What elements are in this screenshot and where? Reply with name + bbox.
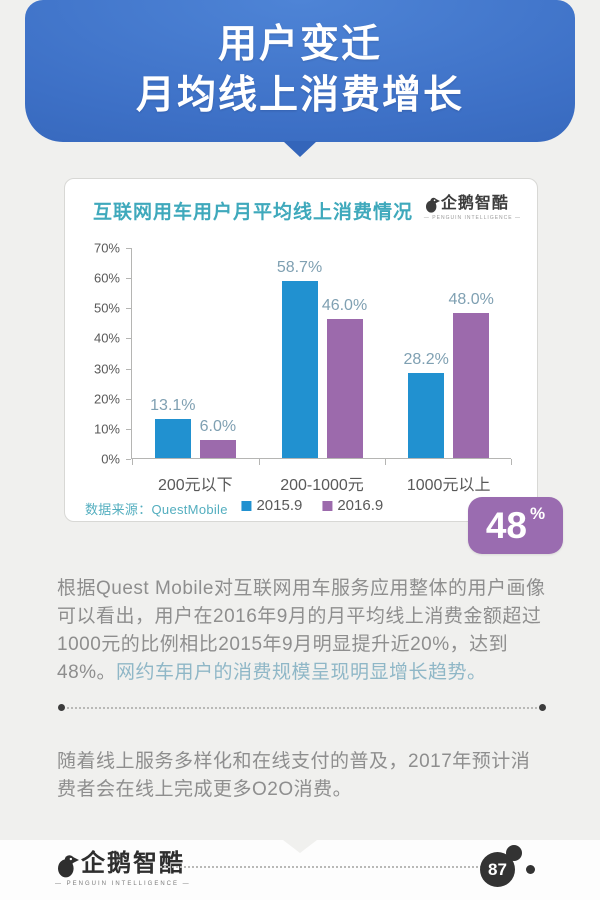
bar-value-label: 28.2% <box>403 351 449 368</box>
x-axis-category-label: 200-1000元 <box>280 477 364 494</box>
badge-unit: % <box>530 504 546 523</box>
bar-2016.9-200-1000元 <box>326 319 363 458</box>
footer-dotted-line <box>160 866 498 868</box>
y-axis-tick-mark <box>126 338 131 340</box>
bar-2016.9-1000元以上 <box>453 313 490 458</box>
x-axis-category-label: 200元以下 <box>157 477 233 494</box>
brand-name: 企鹅智酷 <box>440 195 509 212</box>
chart-title: 互联网用车用户月平均线上消费情况 <box>93 202 414 223</box>
bar-2015.9-200元以下 <box>154 418 191 458</box>
y-axis-tick-label: 0% <box>101 451 120 467</box>
legend-item-2016.9: 2016.9 <box>322 497 383 514</box>
y-axis-tick-mark <box>126 428 131 430</box>
badge-value: 48 <box>485 505 528 546</box>
footer-brand-subtitle: — PENGUIN INTELLIGENCE — <box>55 881 191 887</box>
y-axis-tick-mark <box>126 308 131 310</box>
page-badge-small-circle <box>506 845 522 861</box>
bar-value-label: 13.1% <box>150 396 196 414</box>
bar-value-label: 58.7% <box>276 259 323 277</box>
x-axis-category-label: 1000元以上 <box>406 477 491 494</box>
bar-2015.9-1000元以上 <box>408 373 445 458</box>
y-axis-tick-mark <box>126 459 131 460</box>
x-axis-tick-mark <box>132 459 133 465</box>
divider-dot-left <box>58 704 65 711</box>
page-title-line2: 月均线上消费增长 <box>135 74 464 117</box>
paragraph-analysis-highlight: 网约车用户的消费规模呈现明显增长趋势。 <box>116 662 487 683</box>
legend-label: 2016.9 <box>337 497 384 514</box>
page-badge-tiny-dot <box>526 865 535 874</box>
footer-brand-name: 企鹅智酷 <box>81 850 185 877</box>
x-axis-tick-mark <box>511 459 512 465</box>
header-pointer-triangle <box>283 141 317 157</box>
bar-value-label: 6.0% <box>199 417 237 435</box>
highlight-48-percent-badge: 48 % <box>468 497 563 554</box>
penguin-icon <box>424 197 440 213</box>
y-axis-tick-label: 30% <box>93 361 120 377</box>
legend-swatch <box>241 500 252 511</box>
paragraph-forecast: 随着线上服务多样化和在线支付的普及，2017年预计消费者会在线上完成更多O2O消… <box>57 751 531 800</box>
footer-brand-logo: 企鹅智酷 — PENGUIN INTELLIGENCE — <box>55 843 191 887</box>
y-axis-tick-mark <box>126 278 131 280</box>
y-axis-tick-label: 40% <box>93 330 120 346</box>
x-axis-tick-mark <box>385 459 387 465</box>
divider-dot-right <box>539 704 546 711</box>
penguin-icon <box>55 854 79 878</box>
bar-value-label: 48.0% <box>448 291 494 309</box>
page-title-line1: 用户变迁 <box>217 23 382 67</box>
section-divider <box>58 704 546 711</box>
divider-dotted-line <box>67 706 537 709</box>
legend-label: 2015.9 <box>256 497 303 514</box>
y-axis-tick-label: 10% <box>93 421 120 437</box>
bar-2015.9-200-1000元 <box>281 281 318 458</box>
paragraph-analysis: 根据Quest Mobile对互联网用车服务应用整体的用户画像可以看出，用户在2… <box>57 575 549 687</box>
page-header: 用户变迁 月均线上消费增长 <box>25 0 575 142</box>
brand-subtitle: — PENGUIN INTELLIGENCE — <box>423 215 521 221</box>
y-axis-tick-label: 60% <box>93 270 120 286</box>
y-axis-tick-label: 20% <box>93 391 120 407</box>
y-axis-tick-label: 70% <box>93 240 120 256</box>
x-axis-tick-mark <box>258 459 260 465</box>
bar-2016.9-200元以下 <box>199 439 236 458</box>
y-axis-tick-label: 50% <box>93 300 120 316</box>
y-axis-tick-mark <box>126 398 131 400</box>
page-footer: 企鹅智酷 — PENGUIN INTELLIGENCE — 87 <box>0 840 600 900</box>
legend-swatch <box>322 500 333 511</box>
page-number-badge: 87 <box>480 845 538 893</box>
bar-chart-plot: 0% 10% 20% 30% 40% 50% 60% 70% 13.1% 6.0% 200元以下 58… <box>94 241 512 494</box>
y-axis-tick-mark <box>126 368 131 370</box>
data-source-label: 数据来源：QuestMobile <box>85 502 228 517</box>
y-axis-tick-mark <box>126 248 131 249</box>
brand-logo: 企鹅智酷 — PENGUIN INTELLIGENCE — <box>424 189 521 221</box>
paragraph-analysis-gray: 根据Quest Mobile对互联网用车服务应用整体的用户画像可以看出，用户在2… <box>57 578 546 683</box>
chart-card: 互联网用车用户月平均线上消费情况 企鹅智酷 — PENGUIN INTELLIG… <box>64 178 538 522</box>
legend-item-2015.9: 2015.9 <box>241 497 302 514</box>
footer-notch-triangle <box>283 840 317 853</box>
bar-value-label: 46.0% <box>321 297 368 315</box>
chart-legend: 2015.9 2016.9 <box>241 497 383 514</box>
